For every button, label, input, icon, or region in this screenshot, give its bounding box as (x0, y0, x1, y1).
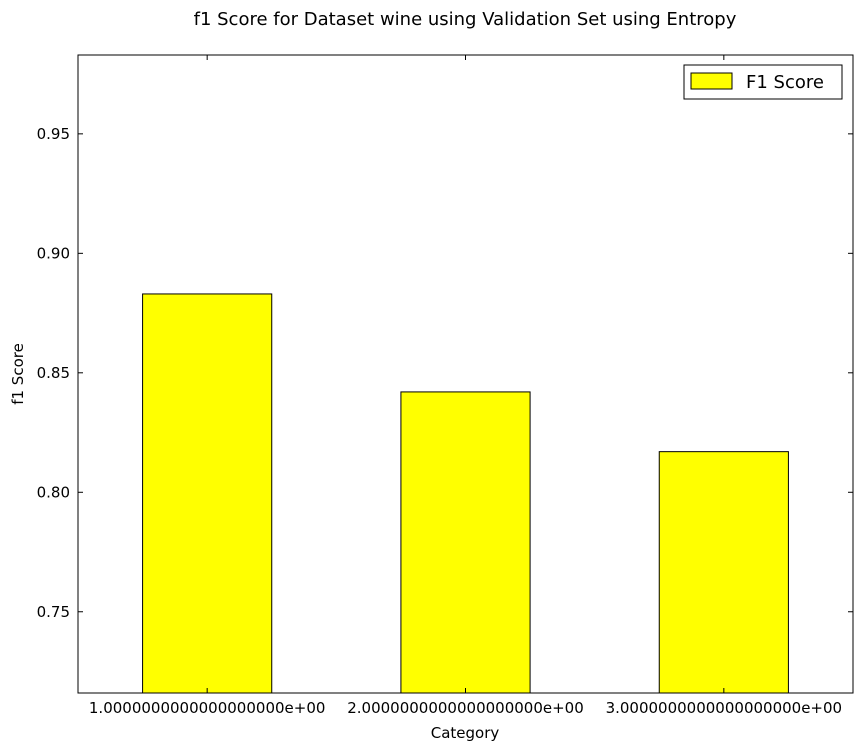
y-tick-label-3: 0.85 (37, 364, 70, 382)
legend-swatch (690, 72, 733, 90)
bar-2 (400, 391, 531, 694)
legend: F1 Score (683, 64, 843, 100)
y-axis-label: f1 Score (9, 343, 27, 405)
bar-1 (142, 293, 273, 694)
y-tick-label-2: 0.80 (37, 483, 70, 501)
x-axis-label: Category (431, 724, 500, 742)
bar-3 (658, 451, 789, 694)
x-tick-label-2: 2.0000000000000000000e+00 (347, 699, 584, 717)
x-tick-label-3: 3.0000000000000000000e+00 (606, 699, 843, 717)
y-tick-label-1: 0.75 (37, 603, 70, 621)
y-tick-label-4: 0.90 (37, 244, 70, 262)
bars-layer (142, 293, 789, 694)
y-tick-label-5: 0.95 (37, 125, 70, 143)
legend-label: F1 Score (746, 72, 824, 93)
y-axis: 0.75 0.80 0.85 0.90 0.95 (37, 125, 853, 621)
x-axis: 1.0000000000000000000e+00 2.0000000000000… (89, 55, 842, 717)
chart-title: f1 Score for Dataset wine using Validati… (194, 9, 737, 30)
plot-frame (77, 54, 854, 694)
x-tick-label-1: 1.0000000000000000000e+00 (89, 699, 326, 717)
